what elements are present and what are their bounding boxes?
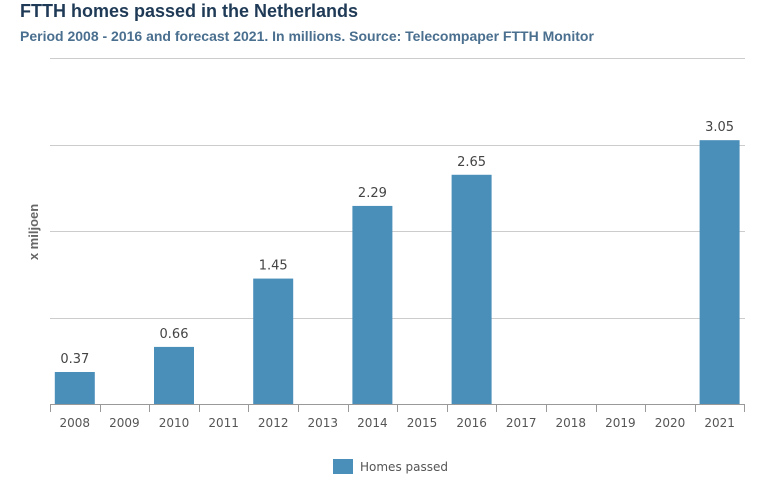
bar-2010[interactable] (154, 346, 194, 404)
x-tick-label-2010: 2010 (159, 416, 190, 430)
bar-2008[interactable] (54, 371, 95, 404)
x-tick-label-2019: 2019 (605, 416, 636, 430)
x-tick-label-2013: 2013 (308, 416, 339, 430)
bar-series (54, 140, 740, 405)
x-tick-label-2016: 2016 (456, 416, 487, 430)
legend[interactable]: Homes passed (333, 459, 448, 474)
x-tick-label-2015: 2015 (407, 416, 438, 430)
x-tick-label-2012: 2012 (258, 416, 289, 430)
x-tick-label-2017: 2017 (506, 416, 537, 430)
data-label-2008: 0.37 (60, 352, 89, 367)
legend-label-homes-passed: Homes passed (360, 460, 448, 474)
x-axis-ticks (50, 404, 745, 412)
bar-2014[interactable] (352, 205, 393, 404)
chart-title: FTTH homes passed in the Netherlands (20, 1, 359, 21)
bar-2016[interactable] (451, 174, 492, 404)
x-axis-tick-labels: 2008 2009 2010 2011 2012 2013 2014 2015 2016 2017… (60, 416, 735, 430)
x-tick-label-2021: 2021 (704, 416, 735, 430)
data-label-2014: 2.29 (358, 186, 387, 201)
data-label-2012: 1.45 (259, 259, 288, 274)
x-tick-label-2008: 2008 (60, 416, 91, 430)
data-label-2016: 2.65 (457, 155, 486, 170)
data-label-2021: 3.05 (705, 120, 734, 135)
x-tick-label-2018: 2018 (556, 416, 587, 430)
gridlines (50, 58, 745, 319)
data-label-2010: 0.66 (160, 327, 189, 342)
y-axis-label: x miljoen (26, 204, 41, 260)
x-tick-label-2020: 2020 (655, 416, 686, 430)
chart-subtitle: Period 2008 - 2016 and forecast 2021. In… (20, 28, 594, 44)
bar-2012[interactable] (253, 278, 294, 404)
x-tick-label-2011: 2011 (208, 416, 239, 430)
x-tick-label-2009: 2009 (109, 416, 140, 430)
data-labels: 0.37 0.66 1.45 2.29 2.65 3.05 (60, 120, 734, 367)
bar-2021[interactable] (699, 140, 740, 405)
legend-swatch-homes-passed (333, 459, 353, 474)
x-tick-label-2014: 2014 (357, 416, 388, 430)
